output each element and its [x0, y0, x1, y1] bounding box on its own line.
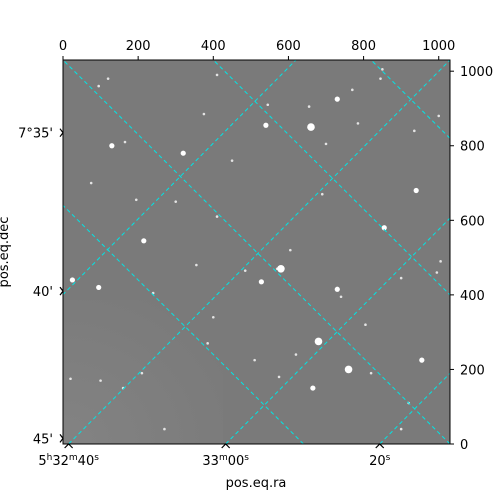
dec-tick-label: 45' — [33, 432, 53, 447]
ra-tick-label: 20s — [369, 453, 391, 469]
star — [324, 142, 328, 146]
star — [253, 358, 256, 362]
star — [99, 379, 102, 382]
star — [381, 225, 387, 231]
star — [109, 143, 115, 149]
ra-tick-label: 33m00s — [202, 453, 249, 469]
top-tick-label: 200 — [126, 39, 151, 54]
star — [195, 263, 198, 267]
star — [258, 279, 264, 285]
star — [69, 377, 72, 381]
top-tick-label: 0 — [59, 39, 67, 54]
plot-frame — [62, 59, 451, 445]
star — [351, 88, 354, 92]
dec-tick-mark — [59, 286, 64, 296]
star — [289, 248, 292, 252]
star — [334, 96, 340, 102]
y-axis-title: pos.eq.dec — [0, 217, 12, 288]
dec-tick-mark — [59, 434, 64, 443]
star-field — [69, 68, 442, 431]
top-tick-label: 600 — [276, 39, 301, 54]
ra-tick-mark — [221, 443, 231, 449]
ra-axis: 5h32m40s 33m00s 20s — [38, 443, 391, 469]
top-tick-label: 800 — [351, 39, 376, 54]
star — [399, 427, 403, 431]
star — [307, 123, 315, 131]
star — [307, 105, 311, 108]
star — [334, 286, 340, 292]
ra-tick-mark — [375, 443, 385, 449]
star — [96, 284, 102, 291]
dec-tick-mark — [59, 128, 64, 138]
x-axis-title: pos.eq.ra — [226, 476, 287, 491]
star — [266, 103, 270, 107]
dec-tick-label: 40' — [33, 285, 53, 300]
dec-tick-label: 7°35' — [18, 127, 53, 142]
star — [140, 371, 144, 375]
star — [399, 276, 403, 280]
star — [320, 192, 324, 196]
ra-grid-line — [63, 60, 297, 296]
star — [356, 122, 360, 125]
star — [180, 150, 186, 156]
star — [174, 200, 178, 203]
star — [439, 260, 442, 263]
star — [344, 365, 353, 374]
star — [106, 77, 110, 80]
star — [310, 385, 316, 391]
star — [275, 267, 279, 271]
star — [369, 371, 373, 375]
right-tick-label: 400 — [460, 289, 485, 304]
star — [134, 198, 138, 202]
star — [202, 112, 206, 116]
plot-area — [62, 59, 451, 445]
right-tick-label: 0 — [460, 438, 468, 453]
star — [89, 181, 93, 185]
star — [215, 73, 219, 77]
star — [413, 187, 419, 194]
star — [211, 315, 215, 319]
star — [379, 77, 382, 80]
right-tick-label: 200 — [460, 363, 485, 378]
top-tick-label: 1000 — [422, 39, 455, 54]
star — [243, 269, 247, 272]
star — [435, 271, 439, 274]
star — [277, 264, 285, 273]
dec-axis: 7°35' 40' 45' — [18, 127, 64, 447]
star — [97, 84, 100, 88]
star — [419, 357, 425, 363]
coordinate-grid — [63, 60, 450, 444]
star — [381, 68, 384, 71]
star — [277, 375, 281, 379]
star — [263, 122, 269, 128]
star — [294, 353, 298, 356]
ra-tick-mark — [64, 443, 74, 449]
star — [123, 140, 127, 144]
star — [437, 114, 441, 118]
image-glow-region — [63, 300, 223, 444]
right-tick-label: 1000 — [460, 65, 493, 80]
ra-grid-line — [68, 60, 450, 444]
star — [413, 129, 416, 133]
star — [163, 427, 166, 431]
star — [230, 159, 234, 162]
star — [364, 323, 367, 326]
ra-tick-label: 5h32m40s — [38, 453, 99, 469]
star — [141, 238, 147, 244]
top-tick-label: 400 — [201, 39, 226, 54]
star — [69, 277, 75, 283]
star — [339, 295, 343, 299]
right-pixel-axis: 0 200 400 600 800 1000 — [450, 65, 493, 453]
star — [206, 342, 209, 345]
right-tick-label: 800 — [460, 140, 485, 155]
right-tick-label: 600 — [460, 214, 485, 229]
star — [215, 215, 219, 218]
star — [314, 337, 323, 346]
top-pixel-axis: 0 200 400 600 800 1000 — [59, 39, 455, 60]
